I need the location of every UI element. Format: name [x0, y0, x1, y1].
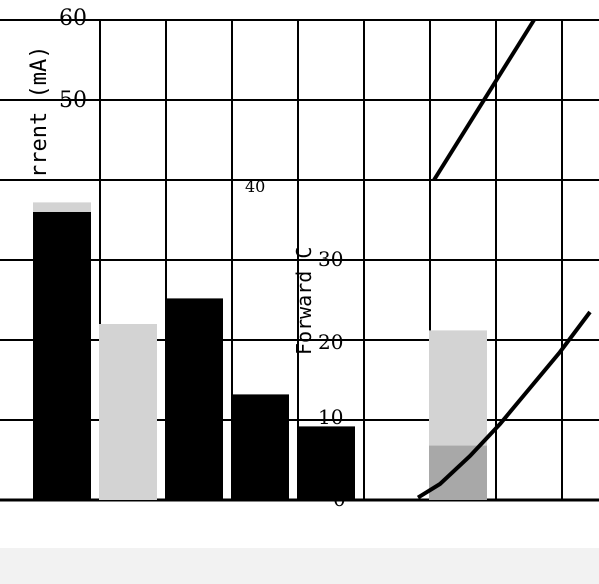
- footer-strip: [0, 548, 599, 584]
- y-tick-label: 30: [318, 247, 343, 271]
- bar: [231, 394, 289, 500]
- bar: [429, 445, 487, 500]
- bar: [33, 212, 91, 500]
- bar-series: [33, 202, 487, 500]
- line-series: [416, 18, 592, 500]
- y-tick-label: 40: [245, 177, 265, 196]
- bar: [297, 426, 355, 500]
- bar: [165, 298, 223, 500]
- bar: [99, 324, 157, 500]
- y-tick-label: 60: [59, 6, 87, 31]
- y-tick-label: 10: [318, 405, 343, 429]
- chart-grid: [0, 19, 599, 502]
- series-line: [432, 18, 536, 182]
- y-tick-label: 20: [318, 330, 343, 354]
- y-axis-label: rrent (mA): [27, 46, 52, 178]
- y-tick-label: 50: [59, 88, 87, 113]
- y-axis-label: Forward C: [292, 247, 316, 355]
- y-tick-label: 0: [333, 487, 346, 511]
- series-line: [416, 310, 592, 500]
